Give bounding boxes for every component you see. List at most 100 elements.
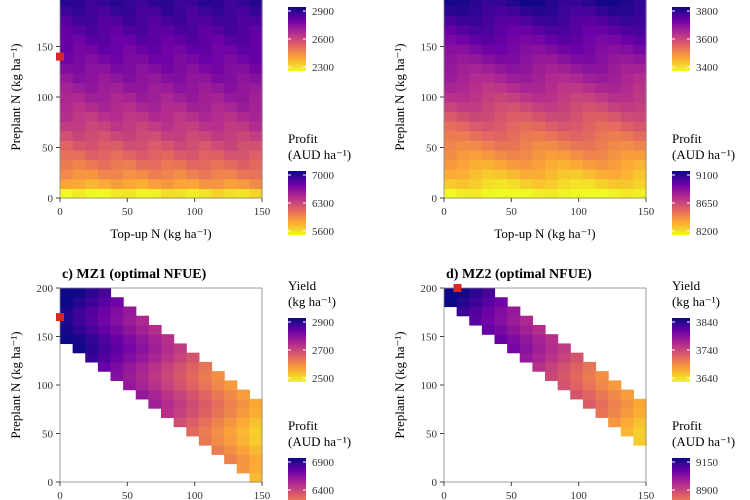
heatmap-cell xyxy=(519,324,533,335)
heatmap-cell xyxy=(620,82,634,93)
heatmap-cell xyxy=(173,53,187,64)
y-tick-label: 50 xyxy=(426,429,438,441)
heatmap-cell xyxy=(570,380,584,391)
y-axis-label: Preplant N (kg ha⁻¹) xyxy=(392,331,407,438)
colorbar-label: 2900 xyxy=(312,317,335,329)
heatmap-cell xyxy=(85,63,99,74)
x-tick-label: 50 xyxy=(122,490,134,500)
heatmap-cell xyxy=(456,149,470,161)
heatmap-cell xyxy=(60,140,74,151)
heatmap-cell xyxy=(224,92,238,103)
heatmap-cell xyxy=(198,24,213,36)
heatmap-cell xyxy=(60,169,74,180)
heatmap-cell xyxy=(60,130,74,141)
heatmap-cell xyxy=(469,121,483,132)
heatmap-cell xyxy=(570,178,584,189)
heatmap-cell xyxy=(224,408,238,418)
heatmap-cell xyxy=(173,159,187,170)
heatmap-cell xyxy=(135,15,149,26)
heatmap-cell xyxy=(60,0,74,7)
heatmap-cell xyxy=(494,140,508,151)
heatmap-cell xyxy=(633,435,647,446)
heatmap-cell xyxy=(110,169,124,180)
heatmap-cell xyxy=(620,121,634,132)
heatmap-cell xyxy=(249,5,263,16)
heatmap-cell xyxy=(507,130,521,141)
heatmap-cell xyxy=(97,5,112,16)
y-tick-label: 50 xyxy=(42,429,54,441)
heatmap-cell xyxy=(456,178,470,189)
heatmap-cell xyxy=(161,121,175,132)
heatmap-cell xyxy=(519,130,533,141)
heatmap-cell xyxy=(97,297,112,308)
colorbar-label: 6300 xyxy=(312,198,335,210)
heatmap-cell xyxy=(60,92,74,103)
heatmap-cell xyxy=(135,380,149,391)
panel-a: 0 50 100 150 0 50 100 150 200 Top-up N (kg ha⁻¹) P… xyxy=(8,0,351,241)
heatmap-cell xyxy=(110,361,124,372)
heatmap-cell xyxy=(198,188,213,199)
heatmap-cell xyxy=(198,371,213,381)
heatmap-cell xyxy=(595,371,609,381)
optimum-marker xyxy=(453,284,462,292)
heatmap-cell xyxy=(249,24,263,36)
heatmap-cell xyxy=(249,454,263,465)
heatmap-cell xyxy=(595,140,609,151)
heatmap-cell xyxy=(469,5,483,16)
colorbar xyxy=(288,7,306,71)
heatmap-cell xyxy=(236,121,250,132)
heatmap-cell xyxy=(148,178,162,189)
heatmap-cell xyxy=(72,44,86,55)
heatmap-cell xyxy=(532,111,546,122)
heatmap-cell xyxy=(198,398,213,409)
heatmap-cell xyxy=(519,149,533,161)
heatmap-cell xyxy=(148,140,162,151)
heatmap-cell xyxy=(72,343,86,354)
heatmap-cell xyxy=(135,352,149,363)
heatmap-cell xyxy=(236,34,250,45)
heatmap-cell xyxy=(620,63,634,74)
heatmap-cell xyxy=(236,53,250,64)
heatmap-cell xyxy=(469,159,483,170)
heatmap-cell xyxy=(173,169,187,180)
heatmap-cell xyxy=(161,101,175,113)
heatmap-cell xyxy=(97,169,112,180)
heatmap-cell xyxy=(494,149,508,161)
heatmap-cell xyxy=(236,111,250,122)
y-tick-label: 100 xyxy=(421,92,438,104)
heatmap-cell xyxy=(173,398,187,409)
heatmap-cell xyxy=(633,72,647,84)
heatmap-cell xyxy=(173,24,187,36)
heatmap-cell xyxy=(161,24,175,36)
heatmap-cell xyxy=(161,159,175,170)
heatmap-cell xyxy=(211,169,225,180)
heatmap-cell xyxy=(557,44,571,55)
heatmap-cell xyxy=(582,398,597,409)
heatmap-cell xyxy=(595,398,609,409)
heatmap-cell xyxy=(211,149,225,161)
heatmap-cell xyxy=(582,82,597,93)
legend-title: Profit xyxy=(288,131,318,146)
heatmap-cell xyxy=(224,417,238,428)
heatmap-cell xyxy=(211,72,225,84)
heatmap-cell xyxy=(224,426,238,437)
heatmap-cell xyxy=(545,72,559,84)
heatmap-cell xyxy=(570,389,584,400)
heatmap-cell xyxy=(532,178,546,189)
heatmap-cell xyxy=(198,44,213,55)
heatmap-cell xyxy=(173,15,187,26)
heatmap-cell xyxy=(595,82,609,93)
heatmap-cell xyxy=(469,188,483,199)
x-tick-label: 0 xyxy=(441,490,447,500)
heatmap-cell xyxy=(545,334,559,345)
heatmap-cell xyxy=(557,5,571,16)
heatmap-cell xyxy=(557,101,571,113)
heatmap-cell xyxy=(570,0,584,7)
heatmap-cell xyxy=(494,121,508,132)
heatmap-cell xyxy=(494,169,508,180)
heatmap-cell xyxy=(557,53,571,64)
heatmap-cell xyxy=(620,92,634,103)
heatmap-cell xyxy=(620,389,634,400)
heatmap-cell xyxy=(161,63,175,74)
y-tick-label: 200 xyxy=(37,283,54,295)
